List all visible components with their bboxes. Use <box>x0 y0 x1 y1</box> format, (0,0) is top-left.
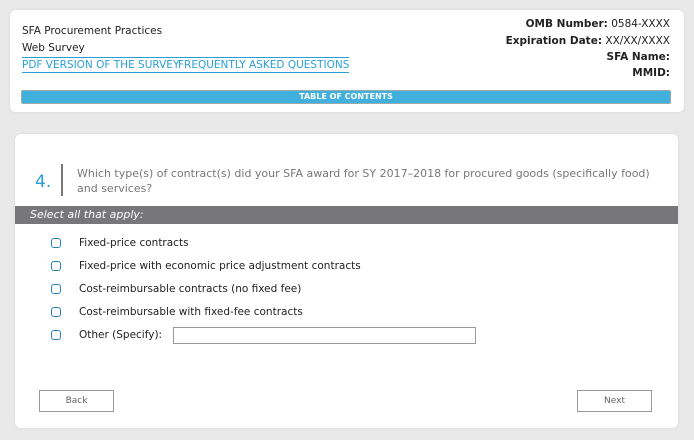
option-label: Cost-reimbursable contracts (no fixed fe… <box>79 283 302 295</box>
omb-label: OMB Number: <box>525 18 608 30</box>
option-label: Cost-reimbursable with fixed-fee contrac… <box>79 306 303 318</box>
question-text: Which type(s) of contract(s) did your SF… <box>77 167 650 195</box>
question-number: 4. <box>35 172 52 192</box>
pdf-version-link[interactable]: PDF VERSION OF THE SURVEY <box>22 57 180 73</box>
checkbox[interactable] <box>51 238 61 248</box>
option-cost-reimbursable[interactable]: Cost-reimbursable contracts (no fixed fe… <box>51 281 301 297</box>
sfa-name-label: SFA Name: <box>606 51 670 63</box>
question-card: 4. Which type(s) of contract(s) did your… <box>15 134 678 428</box>
table-of-contents-button[interactable]: TABLE OF CONTENTS <box>21 90 671 104</box>
survey-header: SFA Procurement Practices Web Survey PDF… <box>10 10 684 112</box>
faq-link[interactable]: FREQUENTLY ASKED QUESTIONS <box>178 57 350 73</box>
checkbox[interactable] <box>51 284 61 294</box>
exp-value: XX/XX/XXXX <box>605 35 670 47</box>
next-button[interactable]: Next <box>577 390 652 412</box>
survey-title: SFA Procurement Practices <box>22 25 163 37</box>
other-specify-input[interactable] <box>173 327 476 344</box>
expiration-date: Expiration Date: XX/XX/XXXX <box>506 35 670 47</box>
option-label: Fixed-price with economic price adjustme… <box>79 260 361 272</box>
option-cost-reimbursable-fixed-fee[interactable]: Cost-reimbursable with fixed-fee contrac… <box>51 304 303 320</box>
question-divider <box>61 164 63 196</box>
mmid-label: MMID: <box>632 67 670 79</box>
option-other[interactable]: Other (Specify): <box>51 327 162 343</box>
omb-number: OMB Number: 0584-XXXX <box>526 18 670 30</box>
option-fixed-price-epa[interactable]: Fixed-price with economic price adjustme… <box>51 258 361 274</box>
checkbox[interactable] <box>51 330 61 340</box>
option-label: Fixed-price contracts <box>79 237 189 249</box>
instruction-bar: Select all that apply: <box>15 206 678 224</box>
checkbox[interactable] <box>51 261 61 271</box>
survey-subtitle: Web Survey <box>22 42 85 54</box>
omb-value: 0584-XXXX <box>611 18 670 30</box>
exp-label: Expiration Date: <box>505 35 603 47</box>
option-label: Other (Specify): <box>79 329 163 341</box>
option-fixed-price[interactable]: Fixed-price contracts <box>51 235 189 251</box>
back-button[interactable]: Back <box>39 390 114 412</box>
checkbox[interactable] <box>51 307 61 317</box>
